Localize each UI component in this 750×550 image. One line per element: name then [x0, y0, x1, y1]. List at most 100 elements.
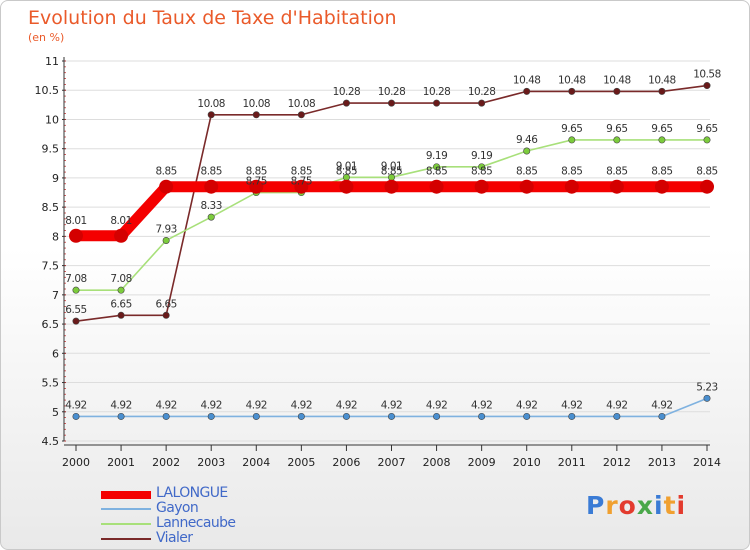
data-label: 4.92: [516, 399, 537, 411]
legend-swatch-gayon: [101, 508, 151, 510]
y-tick-label: 7.5: [42, 260, 60, 273]
x-tick-label: 2010: [513, 456, 541, 469]
y-tick-label: 10.5: [35, 84, 60, 97]
data-point: [72, 412, 80, 420]
y-tick-label: 11: [45, 55, 59, 68]
data-point: [342, 412, 350, 420]
data-point: [613, 87, 621, 95]
data-label: 9.46: [516, 134, 538, 146]
data-point: [703, 394, 711, 402]
data-label: 8.85: [246, 166, 267, 178]
data-point: [207, 213, 215, 221]
data-label: 7.93: [155, 223, 176, 235]
data-point: [658, 87, 666, 95]
data-point: [433, 99, 441, 107]
legend-swatch-vialer: [101, 538, 151, 540]
data-point: [564, 179, 579, 194]
logo-letter: P: [586, 491, 606, 520]
y-tick-label: 4.5: [42, 435, 60, 448]
data-point: [162, 311, 170, 319]
data-point: [703, 136, 711, 144]
y-tick-label: 9.5: [42, 143, 60, 156]
data-point: [252, 412, 260, 420]
data-point: [700, 179, 714, 194]
data-label: 4.92: [471, 399, 492, 411]
data-point: [162, 412, 170, 420]
legend-swatch-lalongue: [101, 491, 151, 499]
x-tick-label: 2005: [287, 456, 315, 469]
data-point: [159, 179, 174, 194]
data-point: [478, 412, 486, 420]
data-label: 4.92: [291, 399, 312, 411]
proxiti-logo: Proxiti: [586, 491, 686, 520]
data-label: 8.85: [516, 166, 537, 178]
x-tick-label: 2011: [558, 456, 586, 469]
data-point: [297, 111, 305, 119]
data-label: 10.08: [288, 98, 316, 110]
data-label: 9.65: [606, 123, 627, 135]
data-point: [613, 136, 621, 144]
data-point: [252, 111, 260, 119]
data-label: 6.65: [110, 298, 131, 310]
data-label: 8.85: [381, 166, 402, 178]
y-tick-label: 7: [52, 289, 59, 302]
x-tick-label: 2014: [693, 456, 721, 469]
data-point: [72, 286, 80, 294]
x-tick-label: 2000: [62, 456, 90, 469]
legend-label-vialer: Vialer: [156, 530, 193, 546]
data-label: 8.85: [201, 166, 222, 178]
data-point: [474, 179, 489, 194]
data-label: 8.33: [201, 200, 222, 212]
data-label: 6.55: [65, 304, 86, 316]
data-label: 8.85: [291, 166, 312, 178]
chart-title: Evolution du Taux de Taxe d'Habitation: [28, 7, 397, 29]
data-label: 4.92: [606, 399, 627, 411]
y-tick-label: 9: [52, 172, 59, 185]
x-tick-label: 2004: [242, 456, 270, 469]
logo-letter: r: [605, 491, 619, 520]
data-label: 9.65: [651, 123, 672, 135]
data-label: 8.85: [471, 166, 492, 178]
data-point: [207, 111, 215, 119]
data-label: 8.85: [155, 166, 176, 178]
data-point: [609, 179, 624, 194]
data-label: 4.92: [65, 399, 86, 411]
data-point: [568, 412, 576, 420]
logo-letter: i: [676, 491, 687, 520]
logo-letter: o: [618, 491, 637, 520]
y-tick-label: 8.5: [42, 201, 60, 214]
legend-label-gayon: Gayon: [156, 500, 199, 516]
data-label: 10.28: [468, 86, 496, 98]
data-label: 8.85: [426, 166, 447, 178]
data-point: [72, 317, 80, 325]
x-tick-label: 2013: [648, 456, 676, 469]
data-point: [384, 179, 399, 194]
data-point: [433, 163, 441, 171]
y-tick-label: 6: [52, 347, 59, 360]
data-point: [478, 99, 486, 107]
data-point: [387, 99, 395, 107]
data-point: [249, 179, 264, 194]
axes: 4.5 5 5.5 6 6.5 7 7.5 8 8.5 9 9.5 10 10.5 11 2000 2001 2…: [35, 55, 722, 469]
data-point: [117, 286, 125, 294]
data-point: [658, 136, 666, 144]
data-label: 8.85: [336, 166, 357, 178]
data-label: 8.85: [561, 166, 582, 178]
series-line-vialer: [75, 84, 708, 322]
legend-swatch-lannecaube: [101, 523, 151, 525]
data-label: 4.92: [561, 399, 582, 411]
data-label: 10.48: [513, 74, 541, 86]
data-label: 4.92: [336, 399, 357, 411]
logo-letter: t: [663, 491, 677, 520]
data-label: 4.92: [381, 399, 402, 411]
data-point: [613, 412, 621, 420]
data-label: 9.19: [471, 150, 492, 162]
data-point: [568, 87, 576, 95]
data-label: 10.28: [423, 86, 451, 98]
chart-subtitle: (en %): [28, 31, 65, 44]
data-label: 10.08: [243, 98, 271, 110]
data-label: 4.92: [201, 399, 222, 411]
data-label: 4.92: [155, 399, 176, 411]
data-point: [387, 412, 395, 420]
data-label: 8.01: [110, 215, 131, 227]
